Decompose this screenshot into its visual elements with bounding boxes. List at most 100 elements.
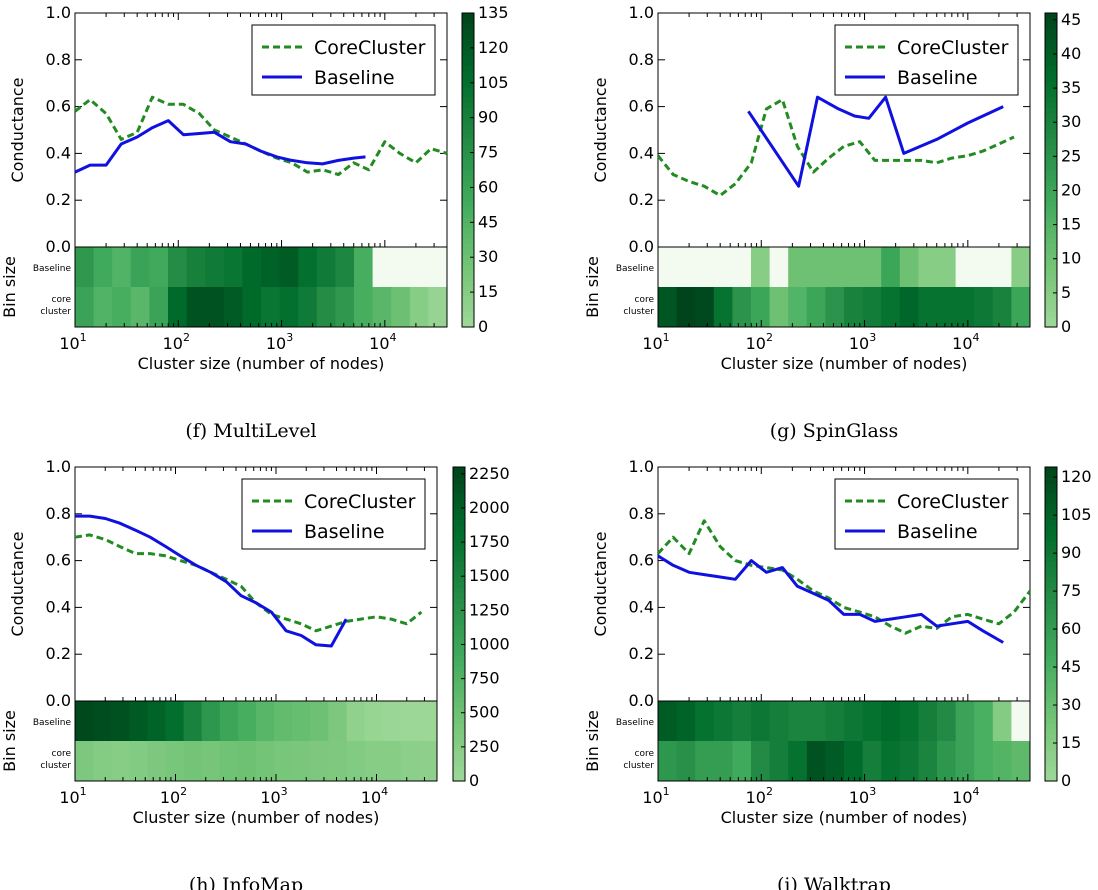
colorbar-segment bbox=[1045, 253, 1057, 260]
row-label-cluster: cluster bbox=[40, 761, 71, 771]
heat-cell-core bbox=[147, 741, 166, 781]
heat-cell-core bbox=[676, 741, 696, 781]
heat-cell-baseline bbox=[168, 247, 188, 287]
heat-cell-core bbox=[261, 287, 281, 327]
x-tick-label: 101 bbox=[642, 785, 669, 807]
colorbar-segment bbox=[453, 665, 465, 672]
colorbar-segment bbox=[1045, 238, 1057, 244]
colorbar-segment bbox=[453, 576, 465, 583]
colorbar-segment bbox=[462, 44, 474, 51]
x-tick-label: 103 bbox=[260, 785, 287, 807]
colorbar-segment bbox=[1045, 190, 1057, 197]
x-tick-label: 104 bbox=[952, 785, 979, 807]
heat-cell-core bbox=[806, 287, 826, 327]
heat-cell-baseline bbox=[713, 247, 733, 287]
colorbar-segment bbox=[462, 39, 474, 45]
heat-cell-baseline bbox=[937, 247, 957, 287]
colorbar-segment bbox=[453, 498, 465, 505]
row-label-baseline: Baseline bbox=[33, 718, 72, 728]
colorbar-segment bbox=[462, 159, 474, 166]
colorbar-segment bbox=[453, 550, 465, 557]
series-line-corecluster bbox=[74, 95, 448, 176]
x-tick-label: 103 bbox=[849, 785, 876, 807]
legend-box bbox=[251, 24, 436, 96]
colorbar-segment bbox=[1045, 624, 1057, 630]
legend-label-corecluster: CoreCluster bbox=[897, 491, 1009, 513]
heat-cell-baseline bbox=[937, 701, 957, 741]
colorbar-segment bbox=[453, 733, 465, 740]
colorbar-segment bbox=[1045, 143, 1057, 150]
heat-cell-core bbox=[1011, 287, 1031, 327]
heat-cell-core bbox=[168, 287, 188, 327]
heat-cell-baseline bbox=[695, 701, 715, 741]
colorbar-segment bbox=[1045, 587, 1057, 594]
x-tick-label: 104 bbox=[361, 785, 388, 807]
heat-cell-core bbox=[732, 741, 752, 781]
colorbar-segment bbox=[453, 508, 465, 515]
colorbar-segment bbox=[1045, 264, 1057, 271]
heat-cell-core bbox=[298, 287, 318, 327]
heat-cell-core bbox=[75, 741, 94, 781]
colorbar-segment bbox=[1045, 718, 1057, 725]
colorbar-segment bbox=[462, 128, 474, 134]
heat-cell-baseline bbox=[658, 247, 678, 287]
colorbar-segment bbox=[1045, 733, 1057, 740]
colorbar-segment bbox=[1045, 18, 1057, 25]
heat-cell-core bbox=[825, 287, 845, 327]
y-tick-label: 0.0 bbox=[46, 691, 71, 710]
colorbar-segment bbox=[1045, 39, 1057, 45]
colorbar-segment bbox=[1045, 603, 1057, 609]
colorbar-segment bbox=[462, 13, 474, 19]
heat-cell-core bbox=[695, 287, 715, 327]
series-line-baseline bbox=[747, 95, 1004, 188]
heat-cell-baseline bbox=[1011, 701, 1031, 741]
heat-cell-baseline bbox=[751, 247, 771, 287]
heat-cell-core bbox=[149, 287, 169, 327]
colorbar-segment bbox=[453, 624, 465, 630]
colorbar-segment bbox=[453, 477, 465, 484]
y-tick-label: 0.8 bbox=[46, 504, 71, 523]
heat-cell-core bbox=[409, 287, 429, 327]
x-tick-label: 101 bbox=[642, 331, 669, 353]
heat-cell-baseline bbox=[400, 701, 420, 741]
heat-cell-core bbox=[899, 287, 919, 327]
colorbar-segment bbox=[1045, 634, 1057, 641]
heat-cell-core bbox=[918, 287, 938, 327]
heat-cell-core bbox=[695, 741, 715, 781]
colorbar-segment bbox=[1045, 676, 1057, 683]
row-label-core: core bbox=[635, 295, 655, 305]
colorbar-frame bbox=[1044, 12, 1058, 328]
heat-cell-baseline bbox=[955, 247, 975, 287]
colorbar-tick-label: 5 bbox=[1061, 283, 1071, 302]
heat-cell-core bbox=[274, 741, 293, 781]
bin-axis-title: Bin size bbox=[0, 710, 19, 772]
colorbar-segment bbox=[1045, 498, 1057, 505]
heat-cell-core bbox=[881, 287, 901, 327]
colorbar-segment bbox=[462, 227, 474, 234]
heat-cell-core bbox=[391, 287, 411, 327]
x-axis-title: Cluster size (number of nodes) bbox=[721, 808, 968, 827]
y-axis-title: Conductance bbox=[591, 531, 610, 636]
colorbar-tick-label: 40 bbox=[1061, 44, 1081, 63]
heat-cell-core bbox=[658, 741, 678, 781]
heat-cell-baseline bbox=[186, 247, 206, 287]
heat-cell-core bbox=[201, 741, 221, 781]
colorbar-segment bbox=[453, 467, 465, 473]
colorbar-segment bbox=[1045, 561, 1057, 568]
heat-cell-core bbox=[658, 287, 678, 327]
colorbar-segment bbox=[453, 660, 465, 667]
heat-cell-baseline bbox=[658, 701, 678, 741]
colorbar-segment bbox=[462, 295, 474, 302]
colorbar-tick-label: 500 bbox=[469, 703, 500, 722]
heat-cell-core bbox=[713, 741, 733, 781]
x-tick-label: 101 bbox=[59, 785, 86, 807]
x-tick-label: 102 bbox=[746, 331, 773, 353]
series-line-baseline bbox=[75, 514, 348, 648]
colorbar-tick-label: 0 bbox=[1061, 317, 1071, 336]
legend-label-baseline: Baseline bbox=[897, 67, 978, 89]
colorbar-tick-label: 1750 bbox=[469, 532, 510, 551]
heat-cell-core bbox=[237, 741, 257, 781]
colorbar-tick-label: 120 bbox=[1061, 467, 1092, 486]
heat-cell-baseline bbox=[372, 247, 392, 287]
